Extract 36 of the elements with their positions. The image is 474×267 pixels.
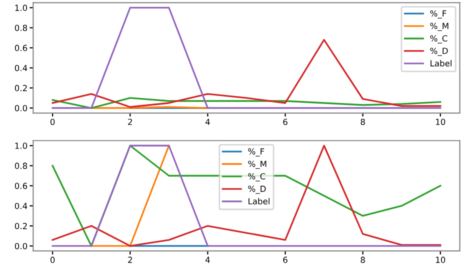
x-tick-label: 4 [205,118,210,125]
y-tick-label: 1.0 [15,4,28,11]
y-tick-label: 0.6 [14,44,28,52]
legend-label: %_M [248,160,266,169]
line-series [52,97,442,109]
legend-label: %_F [248,148,264,156]
y-tick-label: 0.2 [14,84,27,92]
legend-label: Label [430,60,452,66]
x-tick-label: 8 [360,118,365,126]
y-tick-label: 0.4 [14,64,28,72]
x-tick-label: 6 [283,118,288,126]
y-tick-label: 0.0 [14,242,28,250]
y-tick-label: 0.8 [14,24,28,32]
y-tick-label: 0.6 [14,182,28,190]
x-tick-label: 10 [436,118,446,126]
legend-label: %_M [430,22,448,31]
x-tick-label: 2 [128,256,132,263]
legend-label: %_D [248,186,266,194]
x-tick-label: 10 [436,256,446,263]
x-tick-label: 2 [128,118,132,125]
x-tick-label: 4 [205,256,210,263]
x-tick-label: 8 [360,256,365,263]
line-series [52,144,442,247]
y-tick-label: 0.0 [14,104,28,112]
legend-label: %_C [248,173,266,182]
legend-label: %_C [430,35,448,44]
legend-label: %_D [430,48,448,56]
y-tick-label: 0.8 [14,162,28,169]
y-tick-label: 0.4 [14,202,28,210]
x-tick-label: 6 [283,256,288,263]
y-tick-label: 0.2 [14,222,27,230]
y-tick-label: 1.0 [15,142,28,149]
legend-label: Label [248,198,270,204]
legend-label: %_F [430,10,446,18]
x-tick-label: 0 [50,256,55,263]
x-tick-label: 0 [50,118,55,126]
